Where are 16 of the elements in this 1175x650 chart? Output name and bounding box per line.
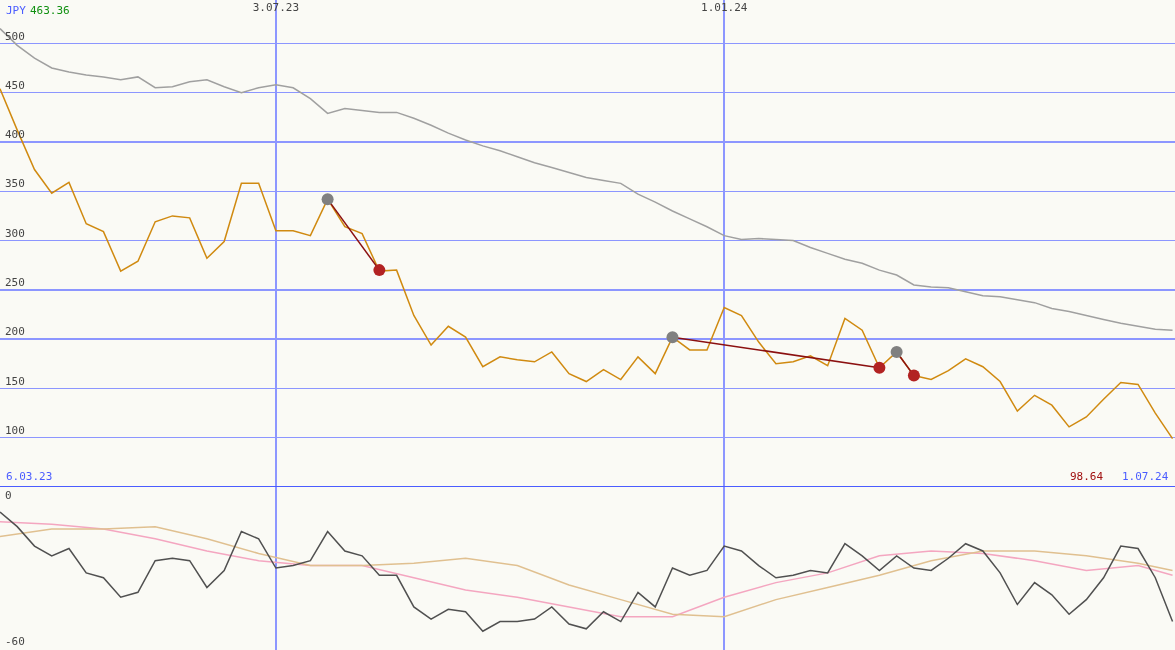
- annotation: 98.64: [1070, 470, 1104, 483]
- annotation: 1.07.24: [1122, 470, 1169, 483]
- y-tick-label: 150: [5, 374, 25, 388]
- line-series: [0, 511, 1174, 633]
- y-tick-label: 500: [5, 29, 25, 43]
- annotation: JPY: [6, 4, 27, 17]
- y-tick-label: 350: [5, 177, 25, 191]
- annotation: 463.36: [30, 4, 70, 17]
- y-tick-label: 100: [5, 423, 25, 437]
- y-tick-label: 200: [5, 325, 25, 339]
- y-tick-label: 250: [5, 275, 25, 289]
- y-tick-label: 300: [5, 226, 25, 240]
- y-tick-label: 0: [5, 488, 12, 502]
- annotation: 6.03.23: [6, 470, 53, 483]
- y-tick-label: -60: [5, 634, 25, 648]
- y-tick-label: 450: [5, 78, 25, 92]
